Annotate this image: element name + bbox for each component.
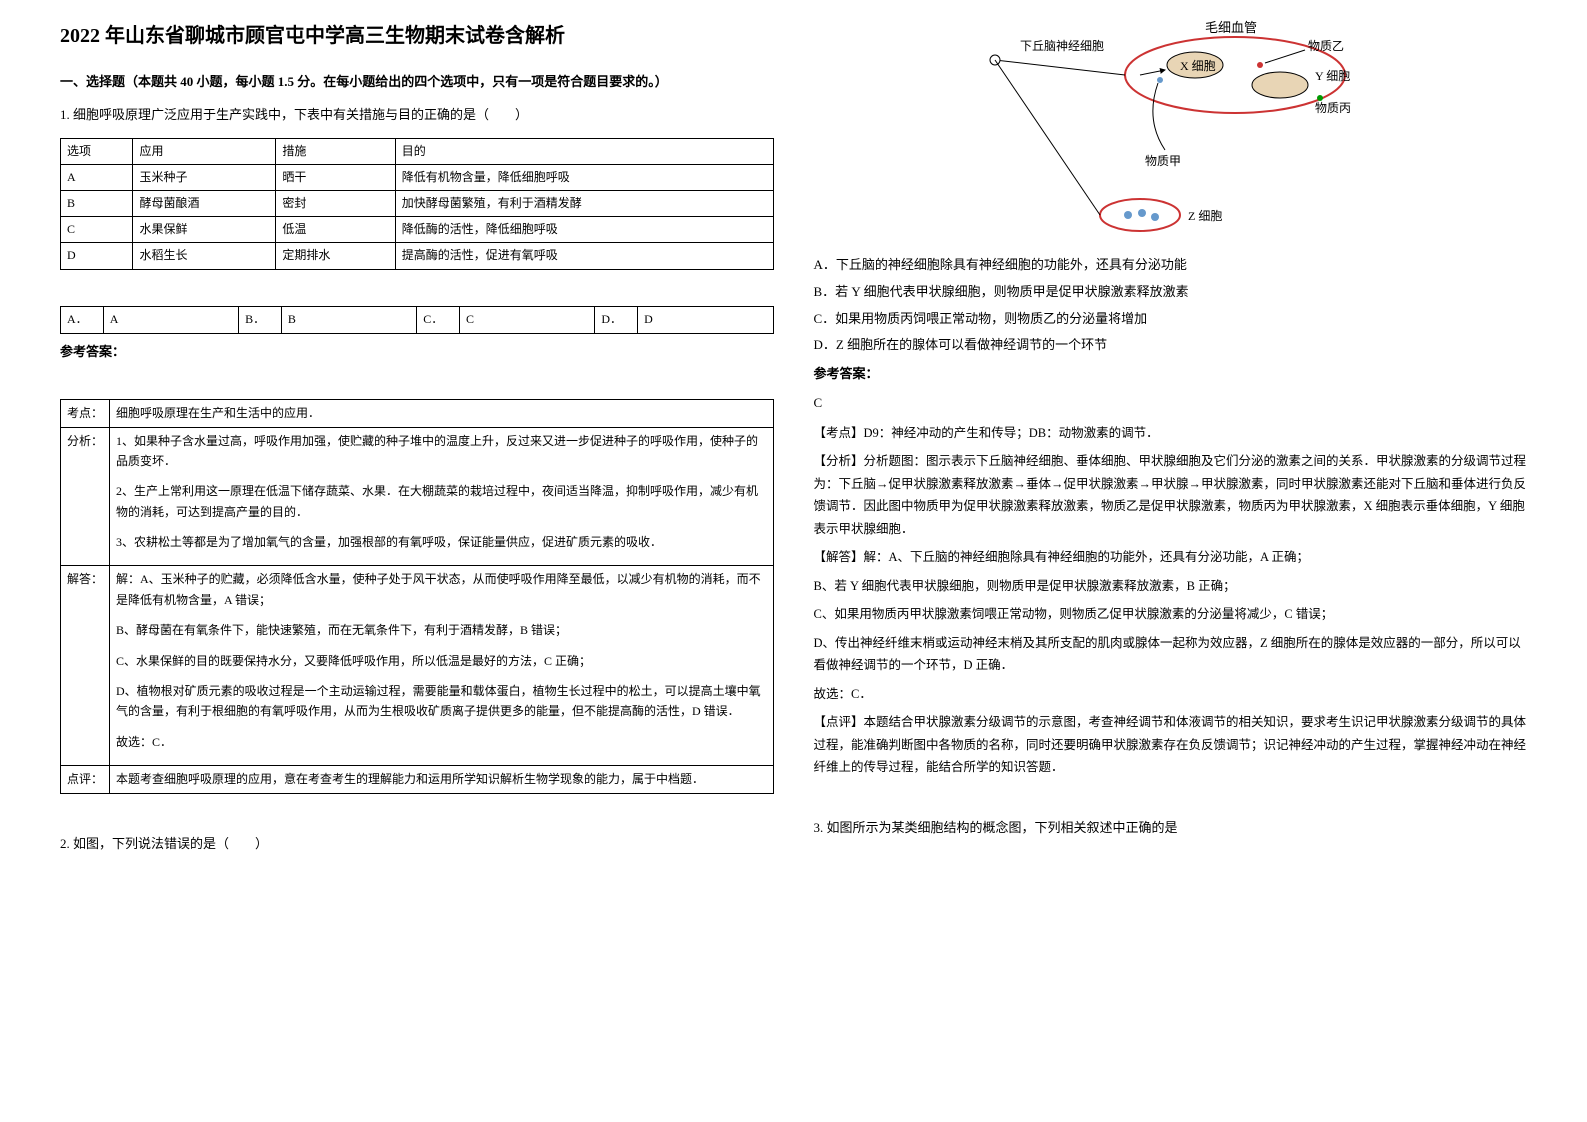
label-substance-bing: 物质丙: [1315, 101, 1351, 115]
th: 应用: [133, 138, 276, 164]
explanation-para: 【解答】解：A、下丘脑的神经细胞除具有神经细胞的功能外，还具有分泌功能，A 正确…: [814, 546, 1528, 569]
fenxi-text: 1、如果种子含水量过高，呼吸作用加强，使贮藏的种子堆中的温度上升，反过来又进一步…: [110, 427, 773, 566]
table-row: 分析： 1、如果种子含水量过高，呼吸作用加强，使贮藏的种子堆中的温度上升，反过来…: [61, 427, 774, 566]
q1-answer-choice-table: A． A B． B C． C D． D: [60, 306, 774, 333]
page-title: 2022 年山东省聊城市顾官屯中学高三生物期末试卷含解析: [60, 20, 774, 52]
q2-explanation: 【考点】D9：神经冲动的产生和传导；DB：动物激素的调节． 【分析】分析题图：图…: [814, 422, 1528, 779]
table-row: C 水果保鲜 低温 降低酶的活性，降低细胞呼吸: [61, 217, 774, 243]
right-column: 毛细血管 下丘脑神经细胞 X 细胞 物质乙 Y 细胞 物质丙 物质甲: [794, 20, 1548, 1102]
q2-options: A．下丘脑的神经细胞除具有神经细胞的功能外，还具有分泌功能 B．若 Y 细胞代表…: [814, 255, 1528, 356]
explanation-para: 【分析】分析题图：图示表示下丘脑神经细胞、垂体细胞、甲状腺细胞及它们分泌的激素之…: [814, 450, 1528, 540]
q3-text: 3. 如图所示为某类细胞结构的概念图，下列相关叙述中正确的是: [814, 818, 1528, 839]
table-row: 解答： 解：A、玉米种子的贮藏，必须降低含水量，使种子处于风干状态，从而使呼吸作…: [61, 566, 774, 766]
label-x-cell: X 细胞: [1180, 59, 1216, 73]
fenxi-label: 分析：: [61, 427, 110, 566]
explanation-para: 【考点】D9：神经冲动的产生和传导；DB：动物激素的调节．: [814, 422, 1528, 445]
q1-data-table: 选项 应用 措施 目的 A 玉米种子 晒干 降低有机物含量，降低细胞呼吸 B 酵…: [60, 138, 774, 270]
explanation-para: B、若 Y 细胞代表甲状腺细胞，则物质甲是促甲状腺激素释放激素，B 正确；: [814, 575, 1528, 598]
section-header: 一、选择题（本题共 40 小题，每小题 1.5 分。在每小题给出的四个选项中，只…: [60, 72, 774, 93]
label-substance-yi: 物质乙: [1308, 39, 1344, 53]
table-row: 点评： 本题考查细胞呼吸原理的应用，意在考查考生的理解能力和运用所学知识解析生物…: [61, 766, 774, 793]
substance-dot-icon: [1151, 213, 1159, 221]
q1-text: 1. 细胞呼吸原理广泛应用于生产实践中，下表中有关措施与目的正确的是（ ）: [60, 105, 774, 126]
explanation-para: 【点评】本题结合甲状腺激素分级调节的示意图，考查神经调节和体液调节的相关知识，要…: [814, 711, 1528, 779]
substance-dot-icon: [1124, 211, 1132, 219]
leader-line: [1265, 50, 1305, 63]
table-row: A． A B． B C． C D． D: [61, 307, 774, 333]
substance-dot-icon: [1157, 77, 1163, 83]
table-row: B 酵母菌酿酒 密封 加快酵母菌繁殖，有利于酒精发酵: [61, 190, 774, 216]
substance-dot-icon: [1257, 62, 1263, 68]
option-d: D．Z 细胞所在的腺体可以看做神经调节的一个环节: [814, 335, 1528, 356]
th: 目的: [395, 138, 773, 164]
biology-diagram-svg: 毛细血管 下丘脑神经细胞 X 细胞 物质乙 Y 细胞 物质丙 物质甲: [970, 20, 1370, 240]
dianping-label: 点评：: [61, 766, 110, 793]
kaodian-text: 细胞呼吸原理在生产和生活中的应用．: [110, 400, 773, 427]
label-hypothalamus: 下丘脑神经细胞: [1020, 39, 1104, 53]
q2-text: 2. 如图，下列说法错误的是（ ）: [60, 834, 774, 855]
answer-label: 参考答案：: [814, 364, 1528, 385]
neuron-line: [995, 60, 1125, 75]
label-z-cell: Z 细胞: [1188, 209, 1222, 223]
explanation-para: D、传出神经纤维末梢或运动神经末梢及其所支配的肌肉或腺体一起称为效应器，Z 细胞…: [814, 632, 1528, 677]
neuron-line: [995, 60, 1100, 215]
table-row: D 水稻生长 定期排水 提高酶的活性，促进有氧呼吸: [61, 243, 774, 269]
jieda-text: 解：A、玉米种子的贮藏，必须降低含水量，使种子处于风干状态，从而使呼吸作用降至最…: [110, 566, 773, 766]
substance-dot-icon: [1138, 209, 1146, 217]
option-a: A．下丘脑的神经细胞除具有神经细胞的功能外，还具有分泌功能: [814, 255, 1528, 276]
th: 选项: [61, 138, 133, 164]
label-y-cell: Y 细胞: [1315, 69, 1350, 83]
kaodian-label: 考点：: [61, 400, 110, 427]
label-substance-jia: 物质甲: [1145, 154, 1181, 168]
label-capillary: 毛细血管: [1205, 20, 1257, 35]
y-cell-icon: [1252, 72, 1308, 98]
explanation-para: C、如果用物质丙甲状腺激素饲喂正常动物，则物质乙促甲状腺激素的分泌量将减少，C …: [814, 603, 1528, 626]
q1-analysis-table: 考点： 细胞呼吸原理在生产和生活中的应用． 分析： 1、如果种子含水量过高，呼吸…: [60, 399, 774, 793]
th: 措施: [276, 138, 395, 164]
option-c: C．如果用物质丙饲喂正常动物，则物质乙的分泌量将增加: [814, 309, 1528, 330]
leader-curve: [1153, 83, 1165, 150]
table-header-row: 选项 应用 措施 目的: [61, 138, 774, 164]
jieda-label: 解答：: [61, 566, 110, 766]
dianping-text: 本题考查细胞呼吸原理的应用，意在考查考生的理解能力和运用所学知识解析生物学现象的…: [110, 766, 773, 793]
answer-label: 参考答案：: [60, 342, 774, 363]
arrow-line: [1140, 70, 1165, 75]
q2-answer: C: [814, 393, 1528, 414]
option-b: B．若 Y 细胞代表甲状腺细胞，则物质甲是促甲状腺激素释放激素: [814, 282, 1528, 303]
q2-diagram: 毛细血管 下丘脑神经细胞 X 细胞 物质乙 Y 细胞 物质丙 物质甲: [970, 20, 1370, 240]
left-column: 2022 年山东省聊城市顾官屯中学高三生物期末试卷含解析 一、选择题（本题共 4…: [40, 20, 794, 1102]
explanation-para: 故选：C．: [814, 683, 1528, 706]
table-row: 考点： 细胞呼吸原理在生产和生活中的应用．: [61, 400, 774, 427]
table-row: A 玉米种子 晒干 降低有机物含量，降低细胞呼吸: [61, 164, 774, 190]
